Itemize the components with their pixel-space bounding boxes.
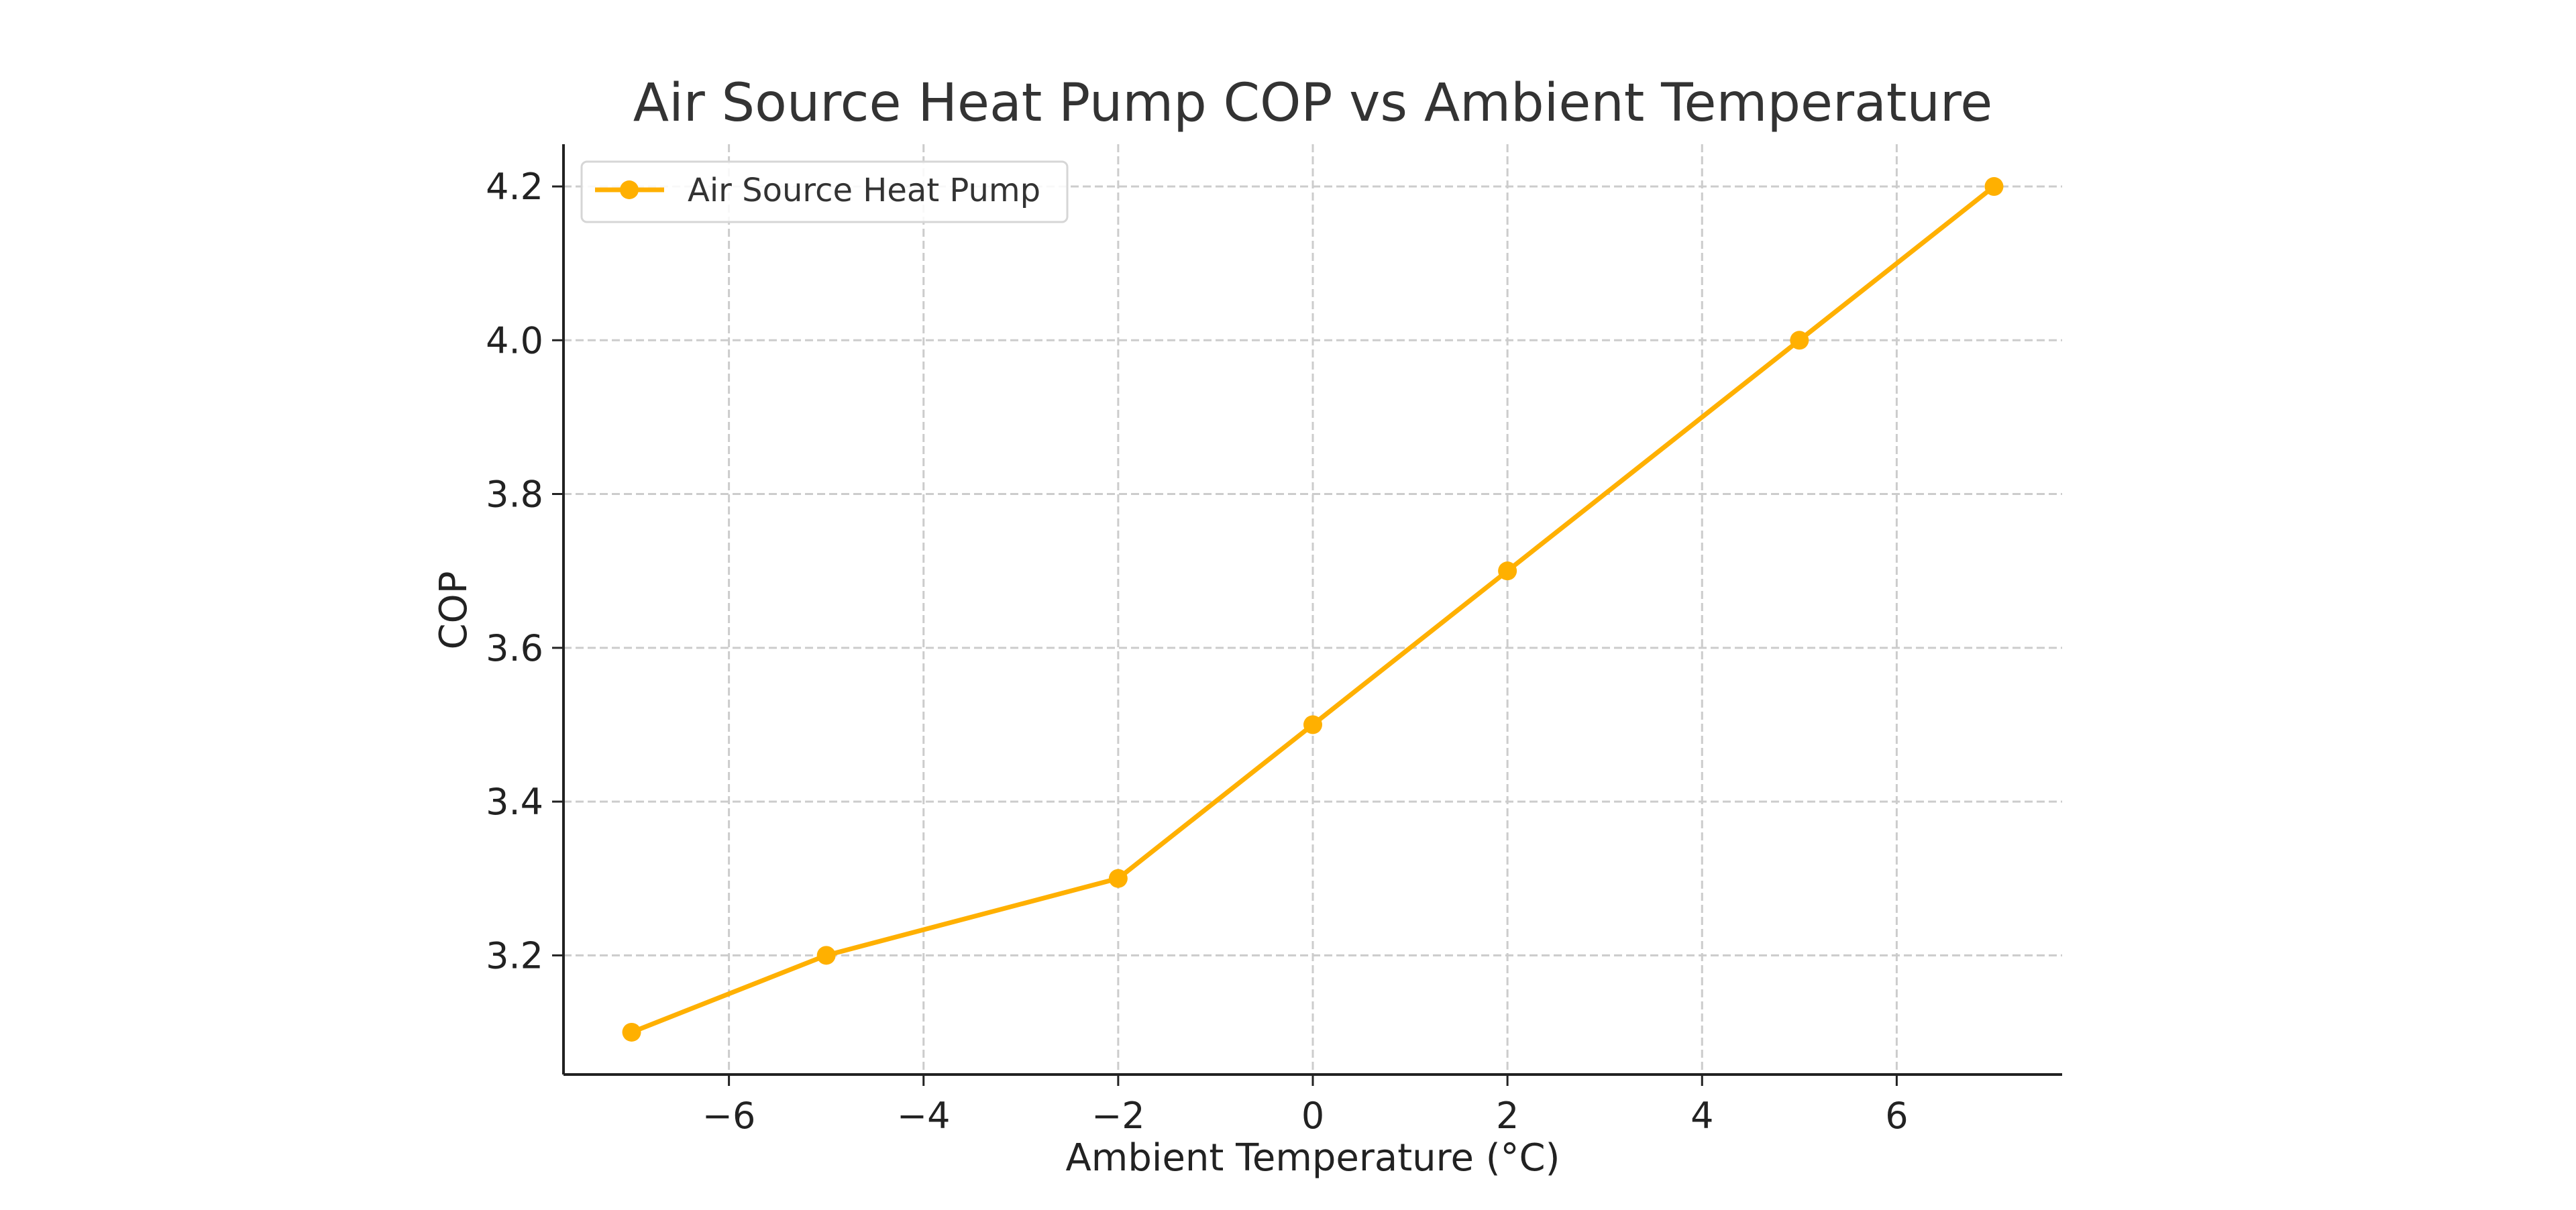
legend: Air Source Heat Pump [580,160,1069,223]
y-tick-label: 3.4 [486,781,543,823]
data-point [622,1022,641,1042]
data-point [1303,715,1322,734]
data-point [1984,177,2004,197]
legend-box [580,160,1069,223]
y-tick-label: 3.8 [486,474,543,516]
data-point [1498,561,1517,581]
x-tick-label: −2 [1091,1095,1145,1137]
x-axis-label: Ambient Temperature (°C) [1066,1136,1560,1180]
y-tick-label: 4.2 [486,166,543,208]
legend-label: Air Source Heat Pump [688,172,1040,209]
x-tick-label: −4 [897,1095,951,1137]
legend-marker [620,180,639,199]
y-tick-label: 4.0 [486,319,543,362]
x-tick-label: 0 [1301,1095,1324,1137]
x-tick-label: 4 [1690,1095,1713,1137]
x-tick-label: 2 [1496,1095,1519,1137]
y-axis-label: COP [432,571,476,650]
y-tick-label: 3.6 [486,627,543,669]
axes: −6 −4 −2 0 2 4 6 3.2 3.4 3.6 3.8 4.0 4.2 [486,144,2062,1137]
y-tick-label: 3.2 [486,934,543,977]
series-layer [622,177,2004,1042]
data-point [1790,331,1809,350]
chart-title: Air Source Heat Pump COP vs Ambient Temp… [633,73,1992,133]
data-point [1108,869,1128,888]
data-point [816,946,836,965]
x-tick-label: 6 [1885,1095,1908,1137]
grid [564,144,2062,1075]
x-tick-label: −6 [702,1095,756,1137]
